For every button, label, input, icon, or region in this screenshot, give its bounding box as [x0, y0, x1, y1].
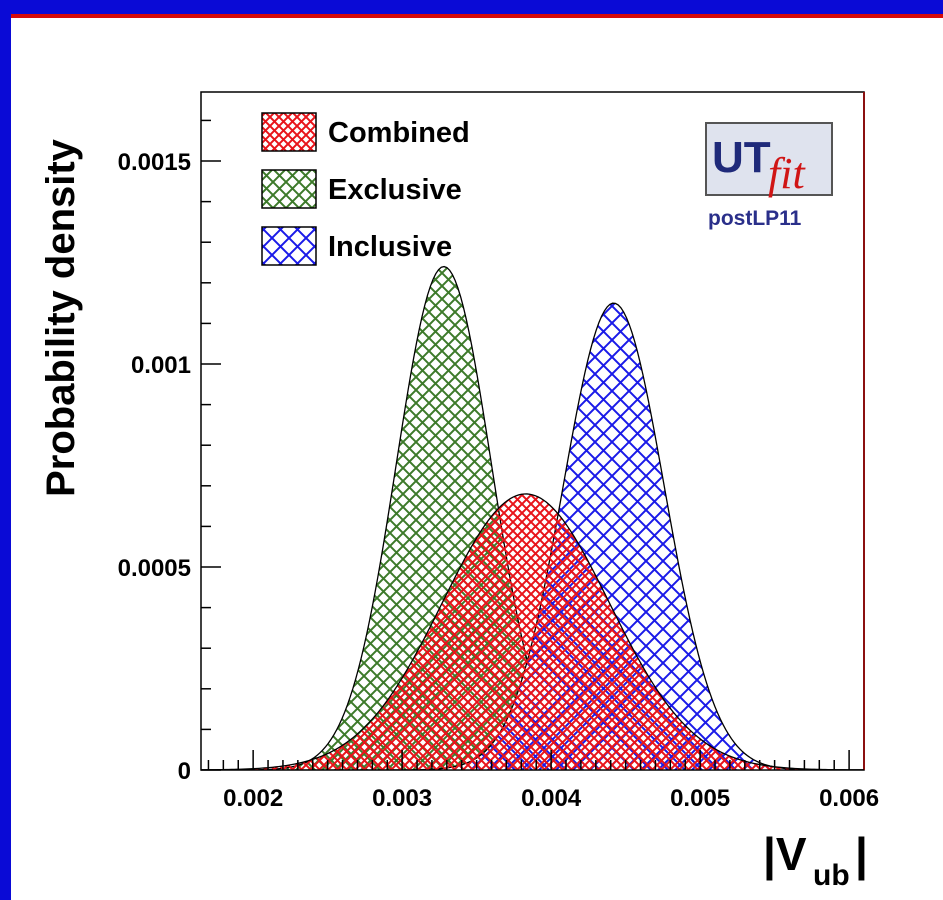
- x-tick-label: 0.006: [819, 785, 879, 812]
- legend-label-combined: Combined: [328, 117, 470, 149]
- y-tick-label: 0.0005: [118, 555, 191, 582]
- density-combined: [201, 493, 864, 770]
- legend-swatch-combined: [261, 112, 317, 152]
- density-curves: [201, 265, 864, 770]
- x-axis-title-end: |: [855, 828, 868, 880]
- y-tick-label: 0.0015: [118, 149, 191, 176]
- legend: Combined Exclusive Inclusive: [261, 112, 470, 266]
- axis-ticks: [201, 119, 850, 771]
- x-tick-label: 0.004: [521, 785, 582, 812]
- frame-top-border: [0, 0, 943, 14]
- legend-swatch-inclusive: [261, 226, 317, 266]
- legend-item-exclusive: Exclusive: [261, 169, 462, 209]
- utfit-logo: UT fit postLP11: [705, 122, 833, 230]
- x-axis-title-sub: ub: [813, 859, 850, 892]
- utfit-logo-box: [705, 122, 833, 196]
- legend-swatch-exclusive: [261, 169, 317, 209]
- x-tick-label: 0.005: [670, 785, 730, 812]
- y-tick-label: 0.001: [131, 352, 191, 379]
- legend-label-exclusive: Exclusive: [328, 174, 462, 206]
- x-axis-title-main: |V: [763, 828, 807, 880]
- frame-left-border: [0, 0, 11, 900]
- legend-item-combined: Combined: [261, 112, 470, 152]
- legend-item-inclusive: Inclusive: [261, 226, 452, 266]
- utfit-logo-fit: fit: [768, 149, 806, 198]
- y-axis-title: Probability density: [39, 138, 83, 497]
- tick-labels: 0.002 0.003 0.004 0.005 0.006 0 0.0005 0.001 0.0…: [118, 149, 880, 812]
- legend-label-inclusive: Inclusive: [328, 231, 452, 263]
- utfit-logo-subtitle: postLP11: [708, 207, 802, 230]
- utfit-logo-ut: UT: [712, 133, 771, 182]
- x-tick-label: 0.003: [372, 785, 432, 812]
- frame-top-red-border: [0, 14, 943, 18]
- x-axis-title: |V ub |: [763, 828, 868, 892]
- y-tick-label: 0: [178, 758, 191, 785]
- x-tick-label: 0.002: [223, 785, 283, 812]
